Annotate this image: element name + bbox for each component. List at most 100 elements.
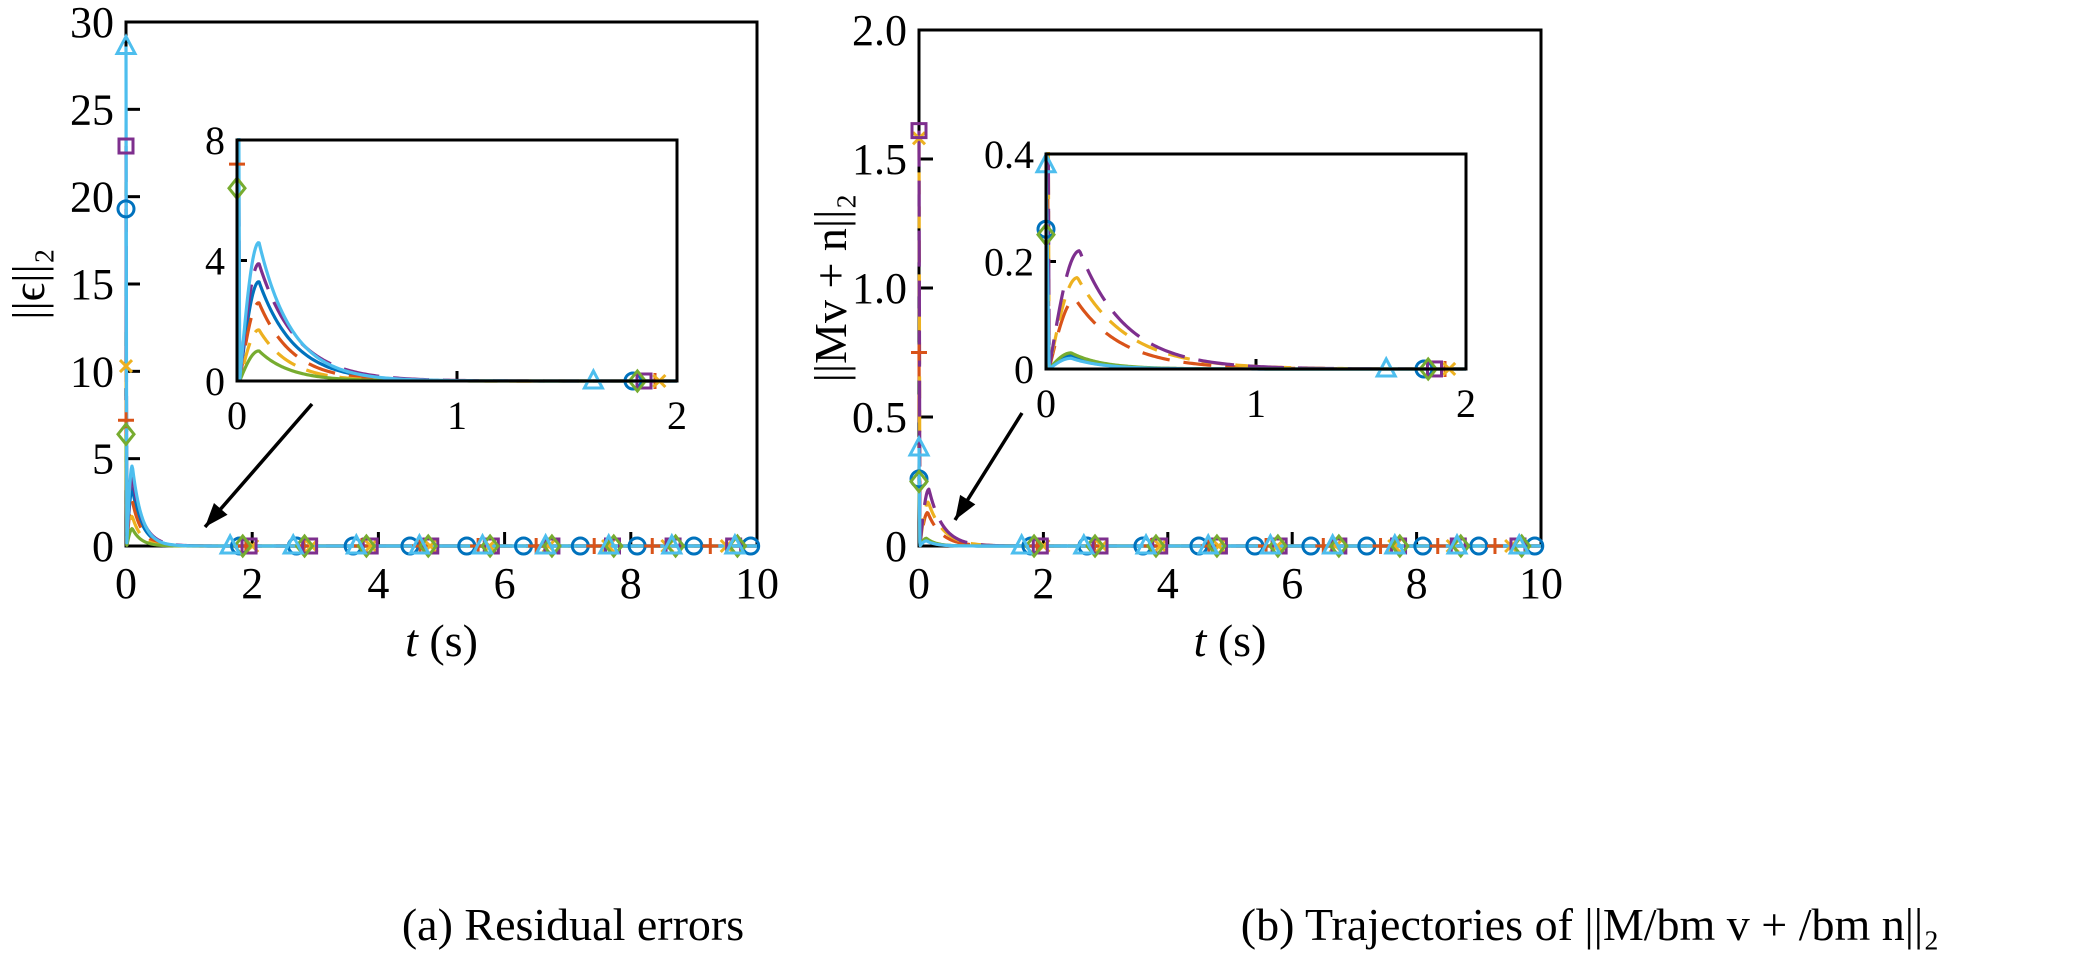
caption-b: (b) Trajectories of ||M/bm v + /bm n||₂ bbox=[1241, 899, 1940, 950]
p0-main-marker-0-0 bbox=[116, 199, 136, 219]
p0-xtick-label-4: 8 bbox=[620, 559, 642, 608]
p1-main-marker-3-0 bbox=[910, 122, 928, 140]
p1-ytick-label-1: 0.5 bbox=[852, 393, 907, 442]
p1-main-marker-5-7 bbox=[1383, 532, 1407, 555]
p1-xtick-label-4: 8 bbox=[1406, 559, 1428, 608]
p0-main-marker-5-8 bbox=[660, 532, 684, 555]
p1-xtick-label-5: 10 bbox=[1519, 559, 1563, 608]
p1-inset-ytick-label-0: 0 bbox=[1014, 347, 1034, 392]
p0-ytick-label-0: 0 bbox=[92, 522, 114, 571]
p1-inset-xtick-label-2: 2 bbox=[1456, 381, 1476, 426]
p0-main-marker-5-0 bbox=[114, 33, 138, 55]
p0-inset-ytick-label-2: 8 bbox=[205, 118, 225, 163]
p0-inset-markers-5 bbox=[581, 367, 605, 390]
p1-main-marker-0-9 bbox=[1469, 536, 1489, 556]
p0-inset-marker-4-1 bbox=[627, 368, 648, 394]
p0-inset-frame-top bbox=[235, 138, 679, 383]
p0-inset-xtick-label-1: 1 bbox=[447, 393, 467, 438]
panel-b-trajectories: 0 2 4 6 8 10 0 0.5 1.0 1.5 2.0 t (s) ||Mv + n||₂ 0 1 2 0… bbox=[805, 6, 1563, 666]
p1-main-marker-3-1 bbox=[1031, 537, 1049, 555]
p0-arrow-head bbox=[205, 502, 228, 527]
p0-main-marker-2-3 bbox=[363, 538, 378, 554]
p0-main-marker-5-9 bbox=[723, 532, 747, 555]
p0-ytick-label-6: 30 bbox=[70, 0, 114, 47]
p0-xtick-label-2: 4 bbox=[367, 559, 389, 608]
p1-main-marker-5-2 bbox=[1072, 532, 1096, 555]
p0-main-marker-5-6 bbox=[534, 532, 558, 555]
p0-main-marker-5-3 bbox=[344, 532, 368, 555]
p1-main-marker-1-9 bbox=[1486, 538, 1503, 554]
p1-xtick-label-2: 4 bbox=[1157, 559, 1179, 608]
p1-ytick-label-4: 2.0 bbox=[852, 6, 907, 55]
p0-inset-xtick-label-0: 0 bbox=[227, 393, 247, 438]
p0-ytick-label-4: 20 bbox=[70, 173, 114, 222]
p0-inset-frame bbox=[235, 138, 679, 383]
p0-main-marker-1-9 bbox=[702, 538, 719, 554]
p0-xlabel: t (s) bbox=[405, 615, 478, 666]
p1-main-marker-5-1 bbox=[1010, 532, 1034, 555]
p1-xtick-label-3: 6 bbox=[1281, 559, 1303, 608]
p1-inset-series-line-2 bbox=[1046, 152, 1466, 371]
p0-main-marker-4-7 bbox=[603, 533, 624, 559]
p0-ytick-label-3: 15 bbox=[70, 260, 114, 309]
p0-arrow-shaft bbox=[203, 402, 314, 529]
p0-xtick-label-1: 2 bbox=[241, 559, 263, 608]
p0-xtick-label-0: 0 bbox=[115, 559, 137, 608]
p0-ytick-label-2: 10 bbox=[70, 347, 114, 396]
p0-main-marker-5-5 bbox=[471, 532, 495, 555]
p1-xlabel-variable: t bbox=[1194, 615, 1208, 666]
p0-main-marker-1-7 bbox=[586, 538, 603, 554]
p1-ytick-label-2: 1.0 bbox=[852, 264, 907, 313]
p0-xlabel-unit: (s) bbox=[418, 615, 478, 666]
p1-inset-frame-top bbox=[1044, 152, 1468, 371]
p0-main-marker-4-0 bbox=[116, 421, 136, 447]
p0-inset-ytick-label-0: 0 bbox=[205, 359, 225, 404]
p0-main-marker-3-0 bbox=[117, 137, 135, 155]
p1-xlabel-unit: (s) bbox=[1206, 615, 1266, 666]
p0-main-marker-4-8 bbox=[665, 533, 686, 559]
p1-main-markers-5 bbox=[907, 434, 1531, 555]
p0-ylabel: ||ϵ||₂ bbox=[3, 248, 54, 320]
p1-main-marker-0-10 bbox=[1525, 536, 1545, 556]
p0-main-marker-0-9 bbox=[684, 536, 704, 556]
p1-inset-ytick-label-2: 0.4 bbox=[984, 132, 1034, 177]
p0-inset-ytick-label-1: 4 bbox=[205, 239, 225, 284]
p0-xtick-label-3: 6 bbox=[494, 559, 516, 608]
p1-inset-xtick-label-1: 1 bbox=[1246, 381, 1266, 426]
p1-xtick-label-0: 0 bbox=[908, 559, 930, 608]
p0-main-marker-3-2 bbox=[301, 537, 319, 555]
p1-main-marker-3-2 bbox=[1091, 537, 1109, 555]
p1-main-marker-4-1 bbox=[1024, 533, 1044, 559]
p1-main-marker-5-6 bbox=[1321, 532, 1345, 555]
p0-main-markers-5 bbox=[114, 33, 747, 555]
p0-inset-xtick-label-2: 2 bbox=[667, 393, 687, 438]
p1-main-marker-2-3 bbox=[1153, 538, 1168, 554]
p0-main-marker-5-4 bbox=[407, 532, 431, 555]
p0-main-marker-2-0 bbox=[118, 359, 134, 374]
p1-main-marker-1-8 bbox=[1429, 538, 1446, 554]
p1-inset-frame bbox=[1044, 152, 1468, 371]
p0-main-marker-5-7 bbox=[597, 532, 621, 555]
p1-arrow-head bbox=[955, 494, 976, 520]
p0-main-marker-3-1 bbox=[240, 537, 258, 555]
p1-main-marker-4-8 bbox=[1450, 533, 1471, 559]
p1-ytick-label-0: 0 bbox=[885, 522, 907, 571]
p1-ytick-label-3: 1.5 bbox=[852, 135, 907, 184]
p1-main-marker-5-4 bbox=[1196, 532, 1220, 555]
p1-main-marker-1-0 bbox=[911, 344, 927, 361]
p0-main-marker-5-2 bbox=[281, 532, 305, 555]
p0-main-marker-0-10 bbox=[741, 536, 761, 556]
p1-main-marker-1-7 bbox=[1372, 538, 1389, 554]
p0-xtick-label-5: 10 bbox=[735, 559, 779, 608]
p1-main-marker-4-0 bbox=[909, 469, 929, 494]
p0-main-marker-1-8 bbox=[644, 538, 661, 554]
p0-ytick-label-5: 25 bbox=[70, 85, 114, 134]
p0-inset-marker-5-1 bbox=[581, 367, 605, 390]
p1-ylabel: ||Mv + n||₂ bbox=[805, 194, 856, 383]
p1-main-marker-5-0 bbox=[907, 434, 931, 457]
p1-main-marker-5-3 bbox=[1134, 532, 1158, 555]
p0-main-marker-5-1 bbox=[218, 532, 242, 555]
p0-main-marker-4-1 bbox=[232, 533, 253, 559]
